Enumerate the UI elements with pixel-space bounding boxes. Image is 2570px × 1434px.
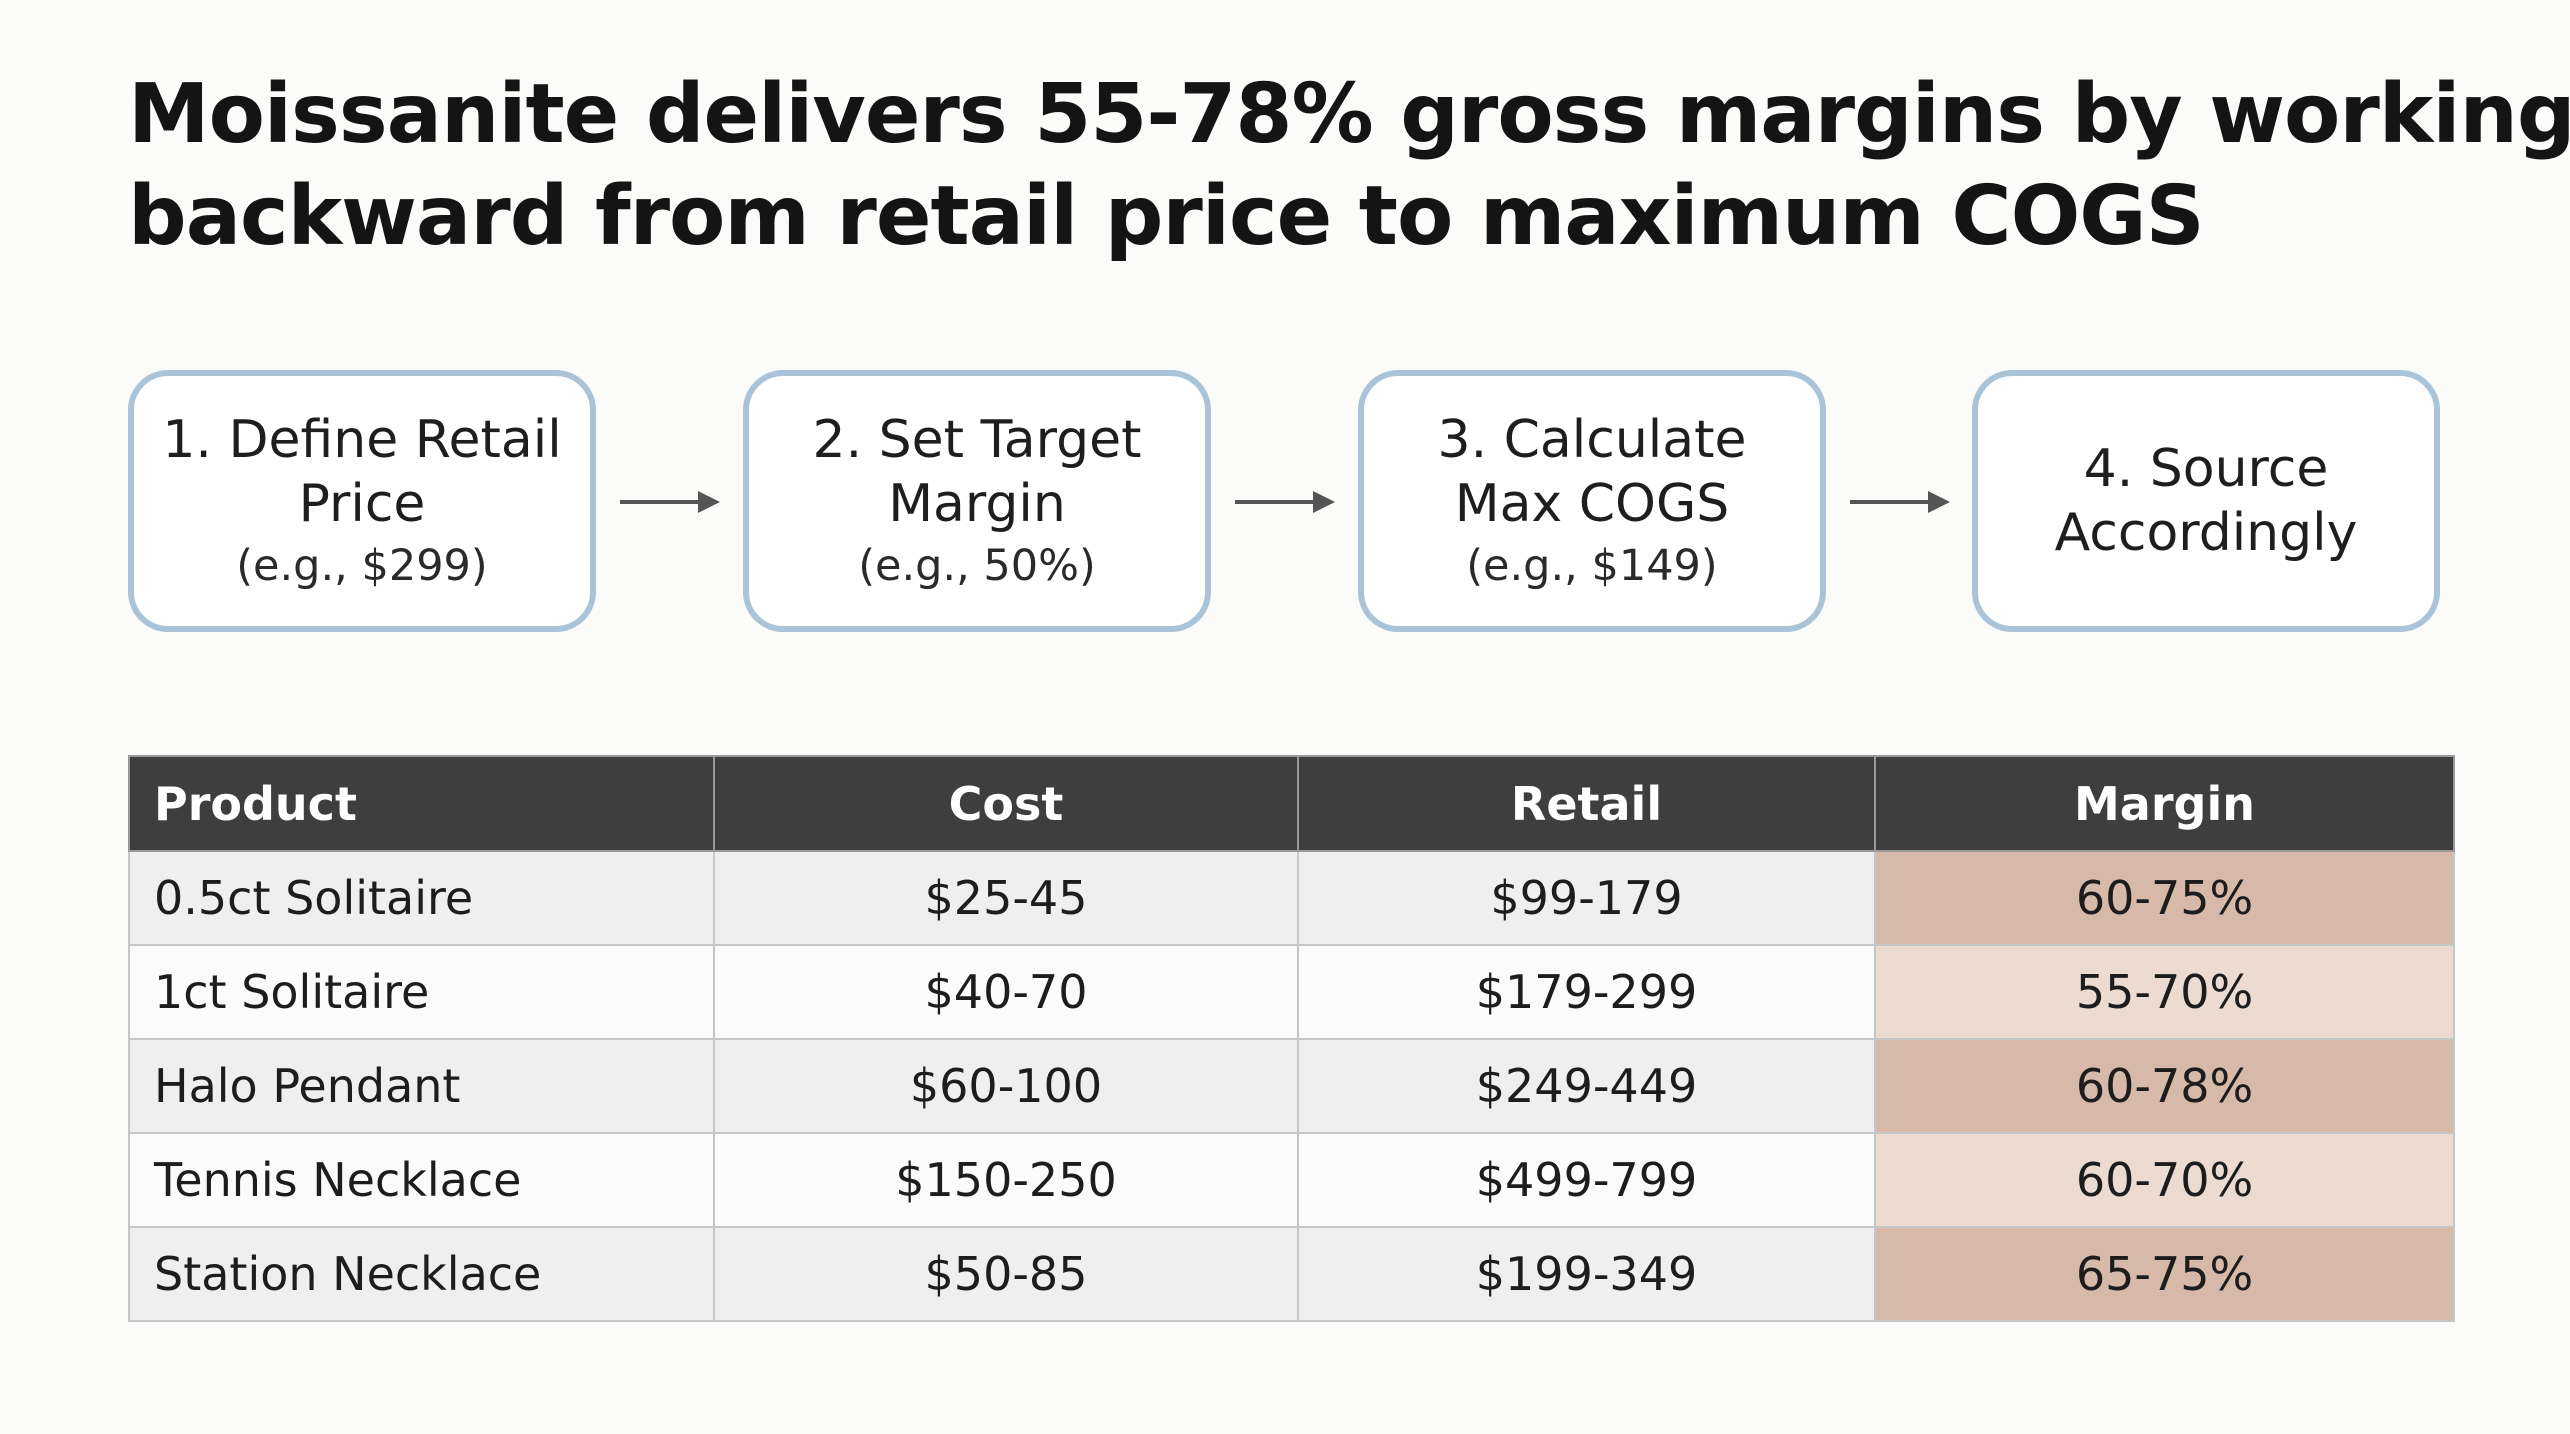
retail-cell: $499-799: [1297, 1132, 1876, 1228]
margin-cell: 55-70%: [1874, 944, 2455, 1040]
page-title-line-1: Moissanite delivers 55-78% gross margins…: [128, 67, 2570, 162]
product-cell: 1ct Solitaire: [128, 944, 715, 1040]
header-retail: Retail: [1297, 755, 1876, 852]
header-margin: Margin: [1874, 755, 2455, 852]
product-cell: Station Necklace: [128, 1226, 715, 1322]
table-header-row: Product Cost Retail Margin: [128, 755, 2455, 852]
cost-cell: $25-45: [713, 850, 1299, 946]
step-title: 2. Set Target Margin: [812, 410, 1142, 534]
right-arrow-icon: [620, 491, 720, 513]
header-cost: Cost: [713, 755, 1299, 852]
product-cell: Halo Pendant: [128, 1038, 715, 1134]
step-example: (e.g., $149): [1466, 541, 1718, 591]
pricing-table: Product Cost Retail Margin 0.5ct Solitai…: [128, 755, 2455, 1322]
step-calculate-max-cogs: 3. Calculate Max COGS (e.g., $149): [1358, 370, 1826, 632]
step-example: (e.g., $299): [236, 541, 488, 591]
product-cell: Tennis Necklace: [128, 1132, 715, 1228]
table-row: Tennis Necklace $150-250 $499-799 60-70%: [128, 1132, 2455, 1228]
table-row: Halo Pendant $60-100 $249-449 60-78%: [128, 1038, 2455, 1134]
retail-cell: $99-179: [1297, 850, 1876, 946]
step-define-retail-price: 1. Define Retail Price (e.g., $299): [128, 370, 596, 632]
margin-cell: 60-75%: [1874, 850, 2455, 946]
table-row: 1ct Solitaire $40-70 $179-299 55-70%: [128, 944, 2455, 1040]
step-source-accordingly: 4. Source Accordingly: [1972, 370, 2440, 632]
cost-cell: $150-250: [713, 1132, 1299, 1228]
margin-cell: 60-70%: [1874, 1132, 2455, 1228]
margin-cell: 65-75%: [1874, 1226, 2455, 1322]
cost-cell: $40-70: [713, 944, 1299, 1040]
retail-cell: $249-449: [1297, 1038, 1876, 1134]
page-title-line-2: backward from retail price to maximum CO…: [128, 169, 2205, 264]
right-arrow-icon: [1850, 491, 1950, 513]
step-title: 4. Source Accordingly: [2054, 439, 2358, 563]
step-title: 1. Define Retail Price: [162, 410, 562, 534]
cost-cell: $60-100: [713, 1038, 1299, 1134]
table-row: Station Necklace $50-85 $199-349 65-75%: [128, 1226, 2455, 1322]
retail-cell: $199-349: [1297, 1226, 1876, 1322]
retail-cell: $179-299: [1297, 944, 1876, 1040]
margin-cell: 60-78%: [1874, 1038, 2455, 1134]
table-row: 0.5ct Solitaire $25-45 $99-179 60-75%: [128, 850, 2455, 946]
step-title: 3. Calculate Max COGS: [1437, 410, 1747, 534]
page-title: Moissanite delivers 55-78% gross margins…: [128, 64, 2570, 268]
margin-table: Product Cost Retail Margin 0.5ct Solitai…: [128, 755, 2455, 1322]
process-flow: 1. Define Retail Price (e.g., $299) 2. S…: [0, 0, 2570, 700]
step-example: (e.g., 50%): [858, 541, 1096, 591]
right-arrow-icon: [1235, 491, 1335, 513]
product-cell: 0.5ct Solitaire: [128, 850, 715, 946]
cost-cell: $50-85: [713, 1226, 1299, 1322]
step-set-target-margin: 2. Set Target Margin (e.g., 50%): [743, 370, 1211, 632]
header-product: Product: [128, 755, 715, 852]
